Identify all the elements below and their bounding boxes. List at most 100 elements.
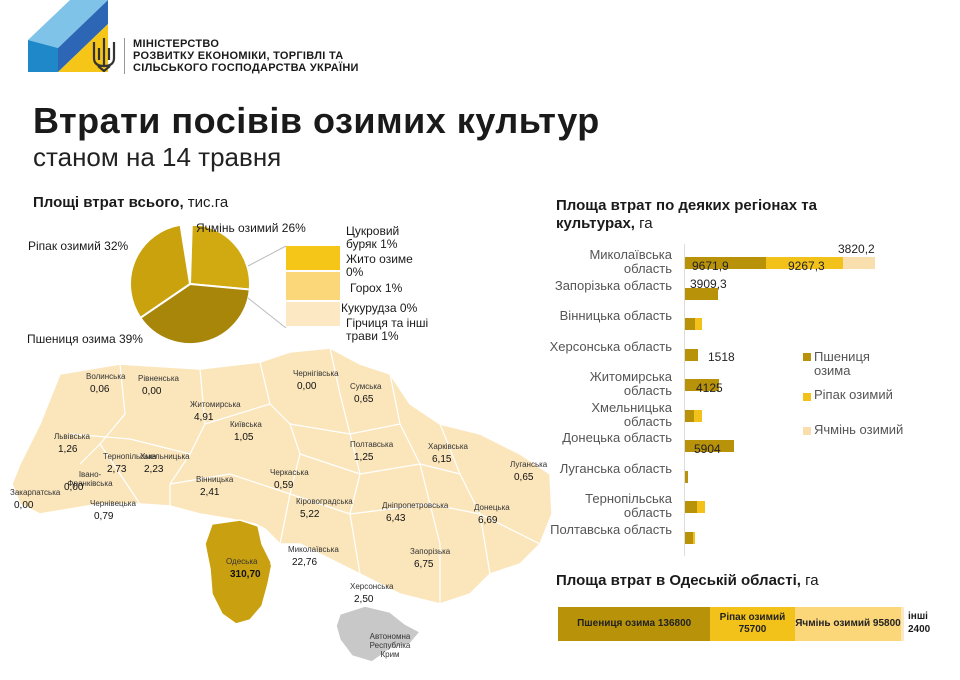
region-category-label: Донецька область (562, 430, 672, 445)
odesa-chart-title: Площа втрат в Одеській області, га (556, 572, 819, 589)
map-region-value: 5,22 (300, 509, 320, 520)
pie-slice-rapeseed (129, 226, 192, 320)
map-region-name: Одеська (226, 557, 258, 566)
ministry-line-3: СІЛЬСЬКОГО ГОСПОДАРСТВА УКРАЇНИ (133, 62, 359, 74)
region-data-label: 5904 (694, 442, 721, 456)
page-subtitle: станом на 14 травня (33, 142, 282, 172)
legend-label-barley: Ячмінь озимий (814, 422, 904, 437)
odesa-stacked-bar: Пшениця озима 136800 Ріпак озимий 75700 Яч… (558, 607, 904, 641)
legend-label-rapeseed: Ріпак озимий (814, 387, 893, 402)
breakout-bar-sugar-beet (286, 246, 340, 270)
pie-slice-wheat (139, 282, 251, 345)
map-region-name: Харківська (428, 442, 468, 451)
region-category-label: Луганська область (559, 460, 672, 476)
breakout-label-sugar-beet: Цукровий буряк 1% (346, 224, 400, 251)
pie-title-unit: тис.га (187, 194, 229, 211)
map-region-name: Донецька (474, 503, 510, 512)
legend-swatch-barley (803, 427, 811, 435)
map-region-value: 22,76 (292, 557, 318, 568)
region-category-label: Вінницька область (559, 308, 672, 323)
map-region-value: 2,73 (107, 464, 127, 475)
region-bar-segment (685, 379, 720, 391)
ministry-line-2: РОЗВИТКУ ЕКОНОМІКИ, ТОРГІВЛІ ТА (133, 50, 344, 62)
map-region-value: 0,00 (64, 482, 84, 493)
pie-title-text: Площі втрат всього, (33, 194, 184, 211)
breakout-label-rye: Жито озиме 0% (346, 252, 413, 279)
map-region-name: Запорізька (410, 547, 451, 556)
map-region-value: 2,50 (354, 594, 374, 605)
map-crimea (335, 605, 422, 663)
map-region-name: Автономна Республіка Крим (369, 632, 411, 659)
region-category-label: Житомирська область (589, 369, 672, 398)
map-region-name: Івано-Франківська (67, 470, 113, 488)
breakout-bar-peas (286, 272, 340, 300)
breakout-label-mustard: Гірчиця та інші трави 1% (346, 316, 429, 343)
region-bar-segment (692, 531, 695, 544)
ministry-name: МІНІСТЕРСТВО РОЗВИТКУ ЕКОНОМІКИ, ТОРГІВЛ… (124, 38, 393, 74)
map-region-name: Волинська (86, 372, 126, 381)
map-region-value: 310,70 (230, 569, 261, 580)
odesa-title-text: Площа втрат в Одеській області, (556, 572, 801, 589)
map-region-value: 6,75 (414, 559, 434, 570)
map-region-value: 6,43 (386, 513, 406, 524)
map-region-value: 0,79 (94, 511, 114, 522)
map-odesa-region (204, 519, 273, 625)
region-data-label: 9267,3 (788, 259, 825, 273)
legend-swatch-wheat (803, 353, 811, 361)
region-bar-segment (685, 440, 735, 452)
map-region-name: Хмельницька (140, 452, 190, 461)
region-category-label: Запорізька область (554, 277, 672, 293)
odesa-bar-segment: Пшениця озима 136800 (558, 607, 711, 641)
legend-swatch-rapeseed (803, 393, 811, 401)
region-bar-segment (685, 409, 695, 422)
map-region-value: 0,06 (90, 384, 110, 395)
breakout-label-corn: Кукурудза 0% (341, 301, 418, 315)
region-data-label: 9671,9 (692, 259, 729, 273)
ministry-logo-icon (28, 0, 108, 72)
map-region-value: 0,00 (14, 500, 34, 511)
odesa-bar-segment: Ріпак озимий 75700 (710, 607, 795, 641)
pie-label-wheat: Пшениця озима 39% (27, 332, 143, 346)
odesa-title-unit: га (805, 572, 819, 589)
map-region-borders (69, 347, 541, 604)
pie-slice-barley (188, 226, 251, 291)
map-region-name: Закарпатська (10, 488, 61, 497)
map-region-value: 2,23 (144, 464, 164, 475)
odesa-other-label: інші 2400 (908, 611, 931, 635)
odesa-bar-segment: Ячмінь озимий 95800 (794, 607, 902, 641)
map-region-value: 2,41 (200, 487, 220, 498)
legend-label-wheat: Пшениця озима (814, 349, 870, 378)
region-bar-segment (685, 257, 766, 269)
map-region-value: 1,05 (234, 432, 254, 443)
pie-label-rapeseed: Ріпак озимий 32% (28, 239, 129, 253)
region-bar-segment (685, 501, 697, 513)
pie-connector-line (247, 245, 287, 267)
map-region-name: Кіровоградська (296, 497, 353, 506)
region-bar-segment (685, 287, 718, 300)
pie-label-barley: Ячмінь озимий 26% (196, 221, 306, 235)
map-region-value: 1,25 (354, 452, 374, 463)
region-bar-segment (685, 470, 688, 483)
map-region-name: Дніпропетровська (382, 501, 449, 510)
region-category-label: Полтавська область (550, 521, 672, 537)
map-region-value: 6,15 (432, 454, 452, 465)
pie-breakout-stack (286, 246, 340, 328)
region-bar-segment (685, 318, 696, 330)
region-category-label: Тернопільська область (585, 491, 672, 520)
map-region-name: Сумська (350, 382, 382, 391)
ukraine-map (11, 347, 553, 663)
pie-connector-line (247, 297, 287, 329)
region-data-label: 3909,3 (690, 277, 727, 291)
region-chart-title: Площа втрат по деяких регіонах та культу… (556, 197, 886, 233)
region-bar-segment (685, 531, 693, 544)
breakout-bar-mustard (286, 302, 340, 326)
region-category-label: Миколаївська область (589, 247, 672, 276)
map-region-name: Херсонська (350, 582, 394, 591)
map-region-name: Вінницька (196, 475, 234, 484)
map-region-value: 6,69 (478, 515, 498, 526)
map-region-name: Київська (230, 420, 262, 429)
region-bar-segment (843, 257, 875, 269)
map-region-value: 0,00 (297, 381, 317, 392)
map-region-name: Черкаська (270, 468, 309, 477)
region-title-unit: га (639, 215, 653, 232)
